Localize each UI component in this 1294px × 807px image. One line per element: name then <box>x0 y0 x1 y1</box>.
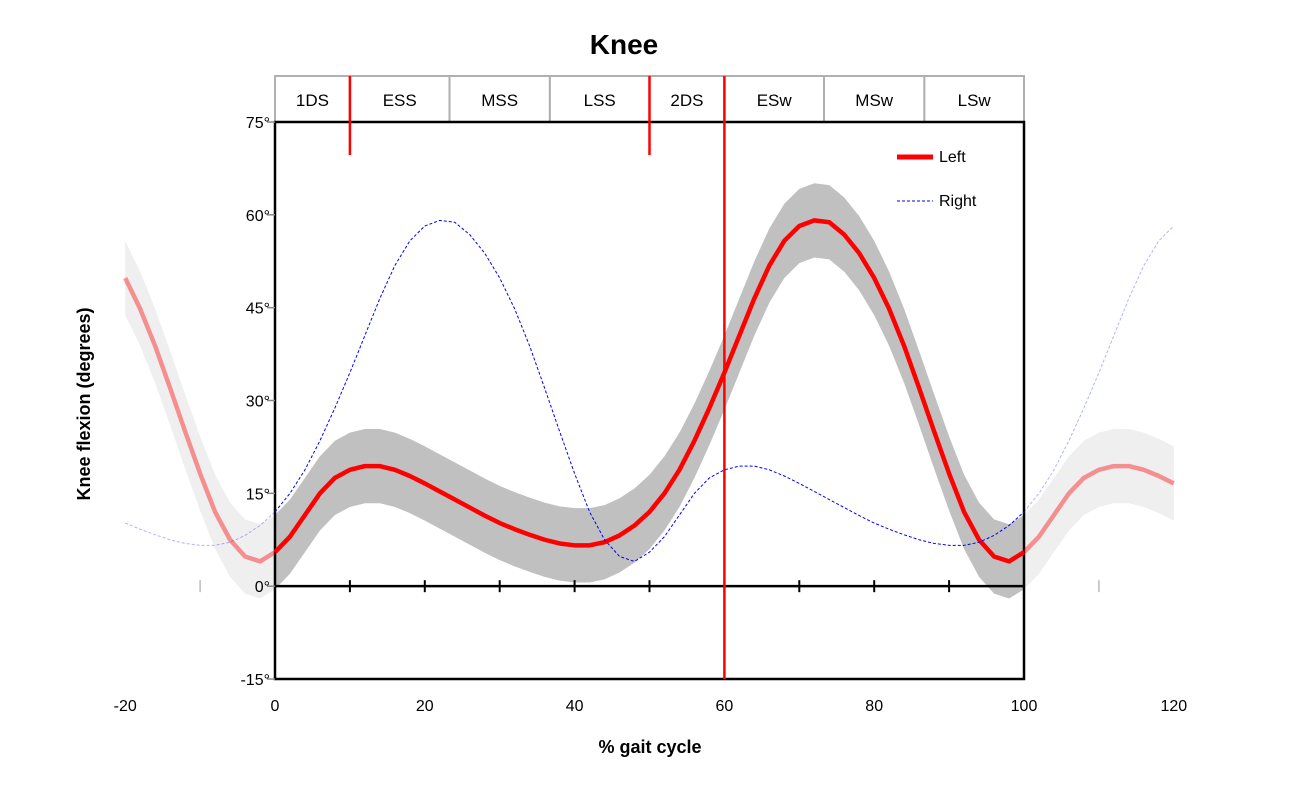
x-tick-label: -20 <box>114 698 137 715</box>
phase-cell-ess: ESS <box>350 76 450 122</box>
y-tick-label: 30° <box>246 394 270 411</box>
phase-label: LSS <box>584 91 616 110</box>
legend-left-label: Left <box>939 149 966 166</box>
x-tick-label: 120 <box>1160 698 1187 715</box>
phase-cell-msw: MSw <box>824 76 924 122</box>
y-tick-label: -15° <box>240 672 270 689</box>
x-tick-label: 100 <box>1011 698 1038 715</box>
y-axis-label: Knee flexion (degrees) <box>74 307 94 500</box>
y-tick-label: 75° <box>246 115 270 132</box>
y-tick-label: 0° <box>255 579 270 596</box>
phase-cell-1ds: 1DS <box>275 76 350 122</box>
chart-title: Knee <box>590 29 658 60</box>
phase-cell-lss: LSS <box>550 76 650 122</box>
phase-label: ESw <box>757 91 793 110</box>
x-axis-label: % gait cycle <box>598 737 701 757</box>
y-tick-label: 15° <box>246 486 270 503</box>
x-tick-label: 60 <box>716 698 734 715</box>
phase-cell-lsw: LSw <box>924 76 1024 122</box>
phase-cell-2ds: 2DS <box>650 76 725 122</box>
legend: Left Right <box>897 149 977 210</box>
phase-label: 2DS <box>670 91 703 110</box>
legend-right-label: Right <box>939 193 977 210</box>
phase-cell-mss: MSS <box>450 76 550 122</box>
sd-band-left <box>275 183 1024 598</box>
x-tick-label: 0 <box>271 698 280 715</box>
y-tick-label: 60° <box>246 208 270 225</box>
phase-label: 1DS <box>296 91 329 110</box>
phase-cell-esw: ESw <box>724 76 824 122</box>
y-tick-label: 45° <box>246 301 270 318</box>
sd-band-extension-before <box>125 241 275 599</box>
phase-label: MSS <box>481 91 518 110</box>
x-tick-label: 40 <box>566 698 584 715</box>
phase-label: MSw <box>855 91 894 110</box>
phase-label: LSw <box>958 91 992 110</box>
x-tick-label: 20 <box>416 698 434 715</box>
sd-band-extension-after <box>1024 429 1174 589</box>
phase-label: ESS <box>383 91 417 110</box>
x-tick-label: 80 <box>865 698 883 715</box>
